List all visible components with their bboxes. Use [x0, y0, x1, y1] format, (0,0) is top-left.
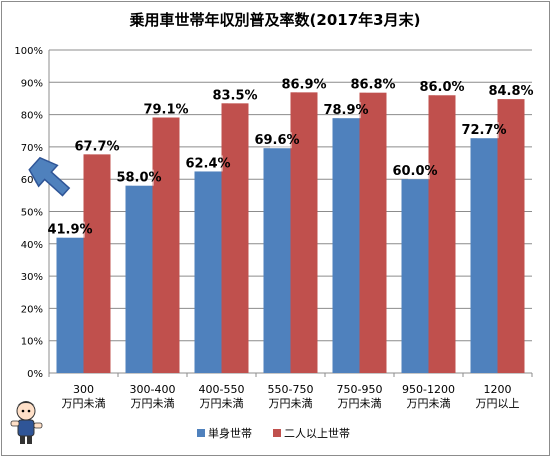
bar-single-household [194, 171, 222, 373]
x-category-label: 万円未満 [338, 397, 382, 410]
data-label: 86.0% [419, 80, 464, 95]
chart-title: 乗用車世帯年収別普及率数(2017年3月末) [130, 11, 421, 29]
data-label-backdrop [435, 79, 457, 96]
data-label-backdrop [63, 221, 85, 238]
x-category-label: 550-750 [268, 383, 314, 396]
bars [56, 92, 525, 374]
x-category-label: 300-400 [130, 383, 176, 396]
y-tick-label: 80% [21, 111, 43, 122]
y-tick-label: 90% [21, 78, 43, 89]
y-tick-label: 70% [21, 143, 43, 154]
x-category-label: 万円未満 [131, 397, 175, 410]
highlight-arrow-icon [28, 156, 71, 197]
legend-label-multi: 二人以上世帯 [284, 427, 350, 440]
bar-multi-household [83, 154, 111, 373]
data-label: 67.7% [74, 139, 119, 154]
x-category-label: 950-1200 [402, 383, 455, 396]
data-label: 72.7% [461, 123, 506, 138]
mascot-character-icon [10, 401, 43, 444]
x-category-label: 万円以上 [476, 397, 520, 410]
data-label-backdrop [270, 132, 292, 149]
data-label: 41.9% [47, 223, 92, 238]
data-label-backdrop [228, 87, 250, 104]
y-tick-label: 40% [21, 240, 43, 251]
data-label-backdrop [90, 138, 112, 155]
y-tick-label: 100% [14, 46, 43, 57]
bar-single-household [470, 138, 498, 373]
bar-multi-household [428, 95, 456, 373]
data-label: 84.8% [488, 84, 533, 99]
data-label-backdrop [132, 169, 154, 186]
data-label-backdrop [159, 101, 181, 118]
bar-single-household [125, 185, 153, 373]
x-category-label: 1200 [484, 383, 512, 396]
data-label: 58.0% [116, 171, 161, 186]
bar-multi-household [152, 117, 180, 373]
bar-multi-household [359, 92, 387, 374]
bar-single-household [56, 237, 84, 373]
data-label: 86.8% [350, 78, 395, 93]
x-category-label: 万円未満 [407, 397, 451, 410]
data-label: 86.9% [281, 77, 326, 92]
bar-multi-household [221, 103, 249, 374]
data-label: 79.1% [143, 103, 188, 118]
data-label: 60.0% [392, 164, 437, 179]
data-label-backdrop [504, 83, 526, 100]
category-labels: 300万円未満300-400万円未満400-550万円未満550-750万円未満… [62, 383, 520, 410]
legend-swatch-multi [273, 429, 281, 437]
data-label-backdrop [297, 76, 319, 93]
legend: 単身世帯 二人以上世帯 [197, 426, 350, 440]
y-tick-label: 60% [21, 175, 43, 186]
y-tick-label: 0% [27, 369, 43, 380]
bar-single-household [263, 148, 291, 373]
data-label: 69.6% [254, 133, 299, 148]
data-label: 83.5% [212, 88, 257, 103]
x-category-label: 300 [73, 383, 94, 396]
bar-multi-household [290, 92, 318, 374]
y-tick-label: 10% [21, 337, 43, 348]
y-tick-label: 50% [21, 208, 43, 219]
data-label-backdrop [339, 102, 361, 119]
x-category-label: 750-950 [337, 383, 383, 396]
bar-single-household [401, 179, 429, 373]
data-label-backdrop [477, 122, 499, 139]
x-category-label: 万円未満 [269, 397, 313, 410]
legend-swatch-single [197, 429, 205, 437]
data-labels: 41.9% 67.7% 58.0% 79.1% 62.4% 83.5% 69.6% 86.9%… [47, 76, 534, 238]
data-label: 78.9% [323, 103, 368, 118]
y-tick-label: 20% [21, 304, 43, 315]
data-label-backdrop [366, 76, 388, 93]
x-category-label: 万円未満 [62, 397, 106, 410]
data-label-backdrop [201, 155, 223, 172]
x-category-label: 400-550 [199, 383, 245, 396]
data-label: 62.4% [185, 156, 230, 171]
y-tick-label: 30% [21, 272, 43, 283]
legend-label-single: 単身世帯 [208, 426, 252, 440]
x-category-label: 万円未満 [200, 397, 244, 410]
bar-single-household [332, 118, 360, 373]
data-label-backdrop [408, 163, 430, 180]
bar-multi-household [497, 99, 525, 373]
